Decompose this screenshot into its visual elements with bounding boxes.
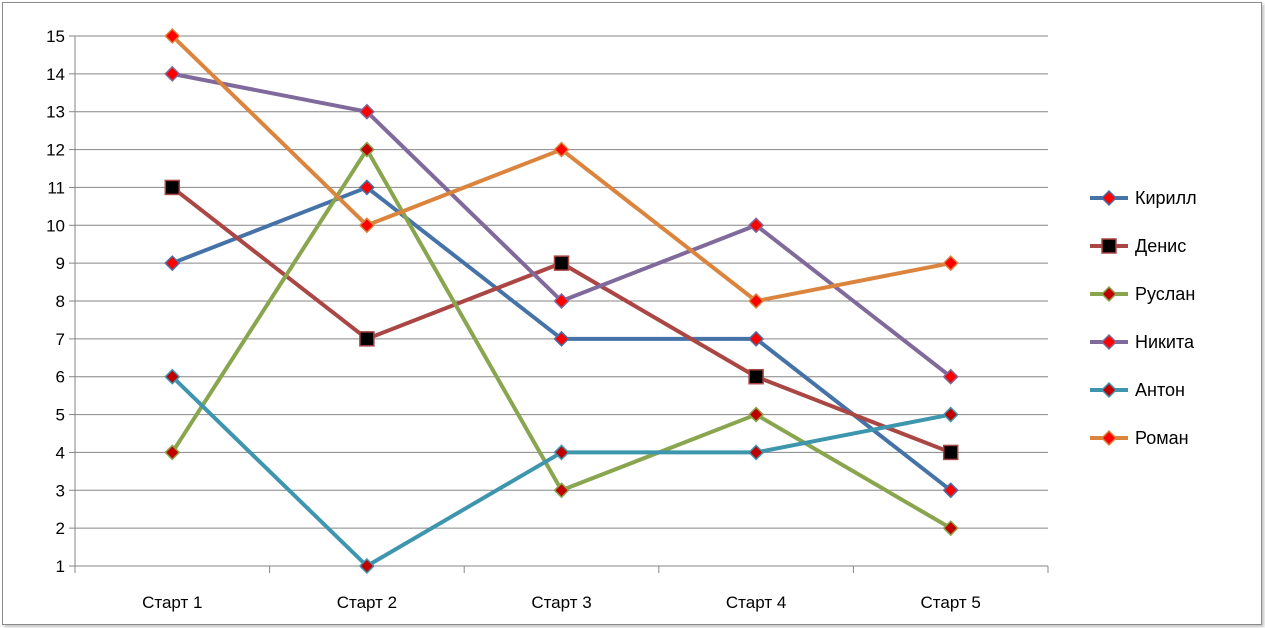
y-tick-label: 13 [46,103,65,122]
legend-item: Антон [1090,380,1185,400]
y-tick-label: 10 [46,216,65,235]
y-tick-label: 11 [47,178,65,197]
legend-label: Руслан [1135,284,1195,304]
legend-item: Руслан [1090,284,1195,304]
legend-marker [1100,285,1118,303]
data-point [358,557,375,575]
series-layer [164,27,959,575]
data-point [358,103,375,120]
data-point [942,368,959,385]
series-5 [164,368,959,575]
y-tick-label: 9 [56,254,65,273]
y-tick-label: 7 [56,330,65,349]
data-point [748,217,765,234]
y-tick-label: 6 [56,368,65,387]
data-point [553,330,570,347]
data-point [358,179,375,196]
data-point [942,444,959,461]
data-point [748,406,765,423]
legend-label: Денис [1135,236,1186,256]
legend-item: Роман [1090,428,1189,448]
data-point [164,65,181,82]
y-tick-label: 12 [46,141,65,160]
data-point [164,179,181,196]
data-point [358,141,375,158]
data-point [164,444,181,461]
legend-label: Кирилл [1135,188,1197,208]
series-6 [164,27,959,310]
data-point [164,27,181,45]
legend-marker [1101,238,1117,254]
y-tick-label: 5 [56,406,65,425]
y-tick-label: 2 [56,519,65,538]
data-point [164,368,181,385]
legend-item: Кирилл [1090,188,1197,208]
y-tick-label: 3 [56,481,65,500]
y-tick-label: 14 [46,65,65,84]
legend-marker [1100,381,1118,399]
data-point [553,292,570,310]
series-1 [164,179,959,499]
y-tick-label: 15 [46,27,65,46]
data-point [164,255,181,272]
legend-label: Роман [1135,428,1189,448]
data-point [942,255,959,272]
legend-label: Никита [1135,332,1195,352]
legend-item: Денис [1090,236,1186,256]
series-line [171,185,952,455]
x-tick-label: Старт 4 [726,593,786,612]
y-tick-label: 4 [56,443,65,462]
y-tick-label: 8 [56,292,65,311]
series-3 [164,141,959,537]
legend-marker [1100,429,1118,447]
legend-label: Антон [1135,380,1185,400]
x-tick-label: Старт 2 [337,593,397,612]
data-point [553,444,570,461]
data-point [358,217,375,234]
legend: Кирилл Денис Руслан Никита Антон Роман [1090,188,1197,448]
data-point [748,368,764,385]
legend-marker [1100,189,1118,207]
x-tick-label: Старт 1 [142,593,202,612]
data-point [748,292,765,310]
x-tick-label: Старт 5 [921,593,981,612]
data-point [553,482,570,499]
x-tick-label: Старт 3 [531,593,591,612]
data-point [942,520,959,537]
y-tick-label: 1 [56,557,65,576]
data-point [942,406,959,423]
data-point [359,331,375,347]
legend-marker [1100,333,1118,351]
series-2 [164,179,959,461]
legend-item: Никита [1090,332,1195,352]
data-point [942,482,959,499]
data-point [553,141,570,158]
data-point [748,330,765,347]
data-point [553,255,570,271]
data-point [748,444,765,461]
series-4 [164,65,959,385]
